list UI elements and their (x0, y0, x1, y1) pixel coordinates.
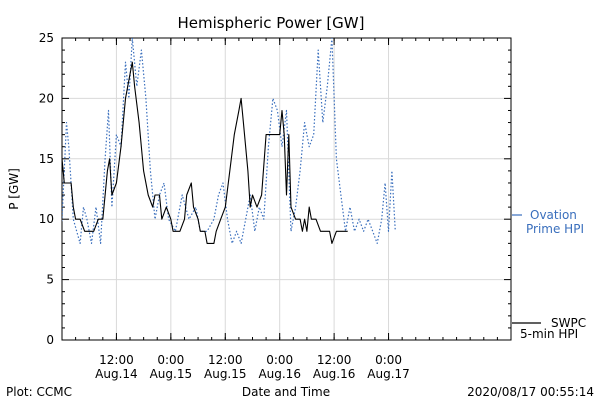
legend-swpc-label-2: 5-min HPI (520, 327, 578, 341)
x-axis: 12:00Aug.140:00Aug.1512:00Aug.150:00Aug.… (75, 38, 498, 381)
y-tick-label: 10 (39, 212, 54, 226)
legend: Ovation Prime HPI SWPC 5-min HPI (512, 208, 586, 341)
x-axis-label: Date and Time (242, 385, 330, 399)
legend-swpc-label-1: SWPC (551, 316, 586, 330)
y-tick-label: 15 (39, 152, 54, 166)
x-tick-date: Aug.17 (367, 367, 410, 381)
series-layer (62, 38, 396, 244)
x-tick-time: 0:00 (157, 353, 184, 367)
x-tick-date: Aug.14 (95, 367, 138, 381)
x-tick-date: Aug.16 (258, 367, 301, 381)
plot-border (61, 37, 512, 341)
y-tick-label: 20 (39, 91, 54, 105)
x-tick-time: 0:00 (375, 353, 402, 367)
series-swpc-5min-hpi (62, 61, 348, 244)
x-tick-time: 12:00 (208, 353, 243, 367)
chart-title: Hemispheric Power [GW] (178, 14, 365, 32)
x-tick-time: 0:00 (266, 353, 293, 367)
series-ovation-prime-hpi (62, 38, 396, 244)
x-tick-date: Aug.15 (204, 367, 247, 381)
x-tick-time: 12:00 (99, 353, 134, 367)
timestamp: 2020/08/17 00:55:14 (467, 385, 594, 399)
legend-ovation-label-2: Prime HPI (526, 222, 584, 236)
y-tick-label: 5 (46, 273, 54, 287)
y-tick-label: 0 (46, 333, 54, 347)
x-tick-date: Aug.15 (150, 367, 193, 381)
plot-frame (61, 37, 512, 341)
legend-ovation-label-1: Ovation (530, 208, 577, 222)
y-tick-label: 25 (39, 31, 54, 45)
y-axis: 0 5 10 15 20 25 (39, 31, 511, 347)
y-axis-label: P [GW] (7, 168, 21, 210)
plot-credit: Plot: CCMC (6, 385, 72, 399)
x-tick-date: Aug.16 (313, 367, 356, 381)
x-tick-time: 12:00 (317, 353, 352, 367)
